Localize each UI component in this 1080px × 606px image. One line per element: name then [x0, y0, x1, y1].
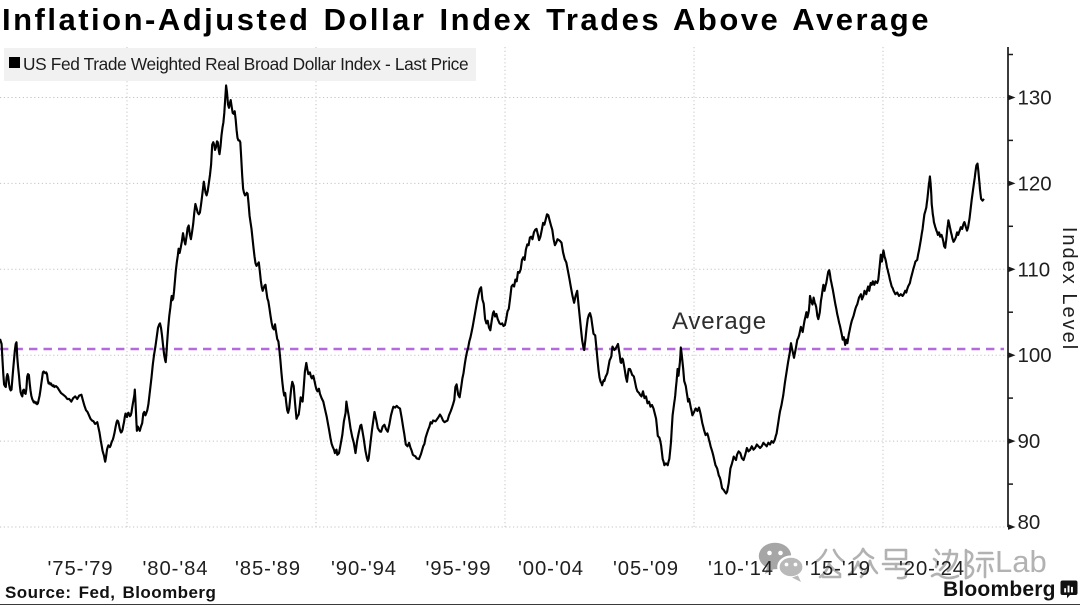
svg-text:80: 80 [1018, 511, 1041, 534]
svg-text:130: 130 [1018, 87, 1052, 110]
svg-text:Index Level: Index Level [1058, 227, 1080, 351]
svg-text:110: 110 [1018, 258, 1051, 281]
svg-text:120: 120 [1018, 172, 1052, 195]
svg-text:Lab: Lab [995, 544, 1047, 579]
svg-text:100: 100 [1018, 344, 1052, 367]
svg-text:Average: Average [672, 308, 767, 335]
svg-text:90: 90 [1018, 430, 1041, 453]
